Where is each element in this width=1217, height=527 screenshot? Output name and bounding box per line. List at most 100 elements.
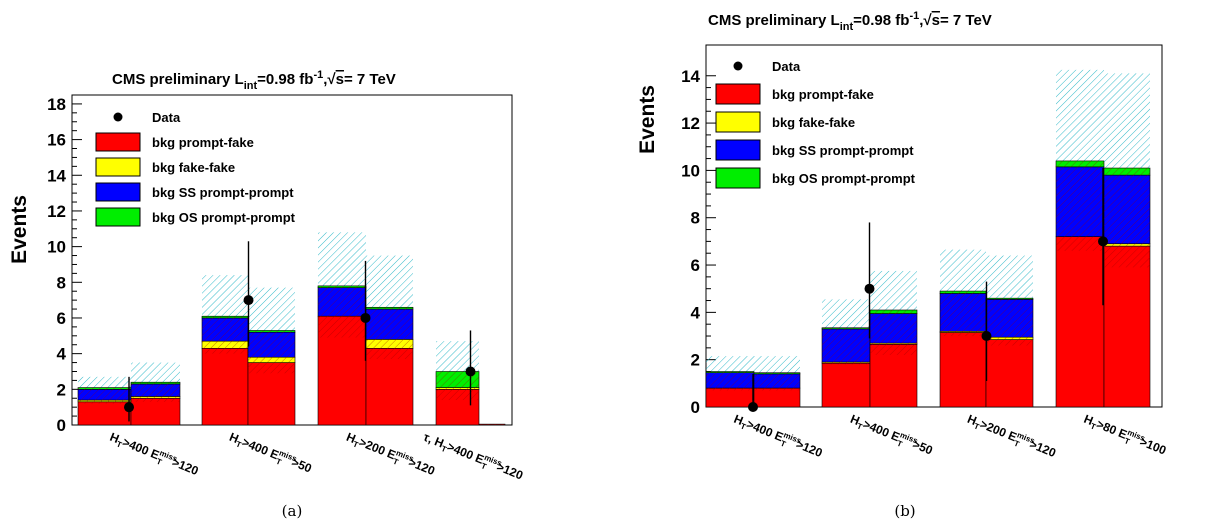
category-subscript: T bbox=[1013, 439, 1021, 449]
data-point bbox=[981, 281, 992, 381]
category-label: HT>400 EmissT >50 bbox=[226, 429, 314, 479]
legend-entry-fake-fake: bkg fake-fake bbox=[95, 157, 235, 177]
legend-entry-prompt-fake: bkg prompt-fake bbox=[95, 132, 254, 152]
panel-caption: (b) bbox=[894, 502, 915, 520]
category-subscript: T bbox=[1089, 422, 1097, 432]
bar-segment-prompt-fake bbox=[365, 347, 414, 426]
uncertainty-overlay bbox=[754, 372, 800, 391]
uncertainty-overlay bbox=[706, 371, 754, 391]
category-label: τ, HT>400 EmissT >120 bbox=[420, 429, 525, 486]
stacked-bar bbox=[130, 362, 181, 426]
title-text: CMS preliminary L bbox=[112, 71, 244, 88]
legend-label: bkg OS prompt-prompt bbox=[772, 171, 916, 186]
bar-segment-prompt-fake bbox=[1055, 236, 1105, 408]
data-marker bbox=[748, 402, 758, 412]
stacked-bar bbox=[705, 356, 755, 408]
uncertainty-overlay bbox=[131, 382, 180, 402]
stacked-bar bbox=[753, 356, 801, 408]
stacked-bar bbox=[869, 270, 918, 408]
data-marker bbox=[243, 295, 254, 306]
legend-label: bkg prompt-fake bbox=[152, 135, 254, 150]
data-point bbox=[748, 373, 758, 412]
uncertainty-overlay bbox=[940, 291, 986, 337]
y-tick-label: 16 bbox=[47, 131, 66, 150]
y-tick-label: 6 bbox=[691, 256, 700, 275]
title-subscript: int bbox=[244, 80, 258, 92]
y-axis-label: Events bbox=[8, 195, 31, 264]
data-point bbox=[243, 241, 254, 347]
stacked-bar bbox=[821, 299, 871, 408]
legend-entry-os-prompt: bkg OS prompt-prompt bbox=[715, 167, 916, 189]
stacked-bar bbox=[1103, 73, 1151, 408]
y-tick-label: 8 bbox=[57, 273, 66, 292]
category-text: >200 bbox=[357, 435, 390, 459]
y-tick-label: 10 bbox=[681, 161, 700, 180]
data-marker bbox=[864, 283, 875, 294]
data-marker bbox=[1098, 236, 1108, 247]
title-text: s bbox=[932, 12, 940, 29]
uncertainty-overlay bbox=[1104, 168, 1150, 268]
y-tick-label: 18 bbox=[47, 95, 66, 114]
legend-swatch bbox=[715, 111, 761, 133]
chart-panel-b: 0 2 4 6 8 10 12 14 Events Data bkg prompt-fake bkg … bbox=[636, 10, 1169, 520]
category-subscript: T bbox=[275, 457, 283, 467]
y-tick-label: 4 bbox=[57, 345, 67, 364]
y-tick-label: 4 bbox=[691, 303, 701, 322]
category-text: >400 bbox=[445, 439, 478, 463]
y-tick-label: 2 bbox=[57, 380, 66, 399]
title-text: = 7 TeV bbox=[344, 71, 396, 88]
legend-entry-data: Data bbox=[733, 59, 801, 74]
title-radical: √ bbox=[923, 12, 932, 29]
category-text: >100 bbox=[1138, 434, 1169, 457]
bar-segment-prompt-fake bbox=[985, 339, 1034, 408]
category-subscript: T bbox=[392, 457, 400, 467]
chart-title: CMS preliminary Lint=0.98 fb-1,√s= 7 TeV bbox=[708, 10, 992, 33]
title-radical: √ bbox=[327, 71, 336, 88]
title-text: CMS preliminary L bbox=[708, 12, 840, 29]
category-label: HT>400 EmissT >50 bbox=[847, 411, 935, 461]
uncertainty-overlay bbox=[479, 424, 505, 425]
category-subscript: T bbox=[1123, 436, 1131, 446]
title-text: = 7 TeV bbox=[940, 12, 992, 29]
stacked-bar bbox=[77, 376, 132, 426]
category-label: HT>200 EmissT >120 bbox=[964, 411, 1058, 463]
legend-swatch bbox=[95, 132, 141, 152]
stacked-bar bbox=[201, 275, 249, 426]
data-point bbox=[1098, 168, 1108, 306]
stacked-bar bbox=[317, 232, 367, 426]
category-text: >120 bbox=[495, 459, 526, 482]
category-subscript: T bbox=[352, 440, 360, 450]
category-text: >400 bbox=[120, 435, 153, 459]
uncertainty-overlay bbox=[318, 285, 366, 338]
legend-marker-data bbox=[113, 112, 123, 122]
category-text: >400 bbox=[744, 417, 777, 441]
category-text: >50 bbox=[911, 437, 935, 458]
y-tick-label: 0 bbox=[57, 416, 66, 435]
category-text: >120 bbox=[407, 455, 438, 478]
bar-segment-prompt-fake bbox=[753, 387, 801, 408]
category-subscript: T bbox=[973, 422, 981, 432]
stacked-bar bbox=[939, 249, 987, 408]
y-tick-label: 0 bbox=[691, 398, 700, 417]
category-subscript: T bbox=[440, 444, 448, 454]
legend-entry-data: Data bbox=[113, 110, 181, 125]
category-prefix: τ, bbox=[421, 430, 437, 447]
category-text: >120 bbox=[794, 437, 825, 460]
category-subscript: T bbox=[155, 457, 163, 467]
legend-entry-prompt-fake: bkg prompt-fake bbox=[715, 83, 874, 105]
legend-marker-data bbox=[733, 61, 743, 71]
data-point bbox=[465, 330, 476, 406]
title-text: s bbox=[336, 71, 344, 88]
data-point bbox=[360, 260, 371, 361]
panel-caption: (a) bbox=[282, 502, 303, 520]
legend-swatch bbox=[715, 167, 761, 189]
legend-swatch bbox=[95, 207, 141, 227]
category-text: >200 bbox=[978, 417, 1011, 441]
legend-entry-os-prompt: bkg OS prompt-prompt bbox=[95, 207, 296, 227]
category-text: >50 bbox=[290, 455, 314, 476]
plot-frame bbox=[705, 44, 1163, 408]
uncertainty-overlay bbox=[1056, 160, 1104, 251]
bar-segment-prompt-fake bbox=[705, 387, 755, 408]
legend-swatch bbox=[715, 83, 761, 105]
